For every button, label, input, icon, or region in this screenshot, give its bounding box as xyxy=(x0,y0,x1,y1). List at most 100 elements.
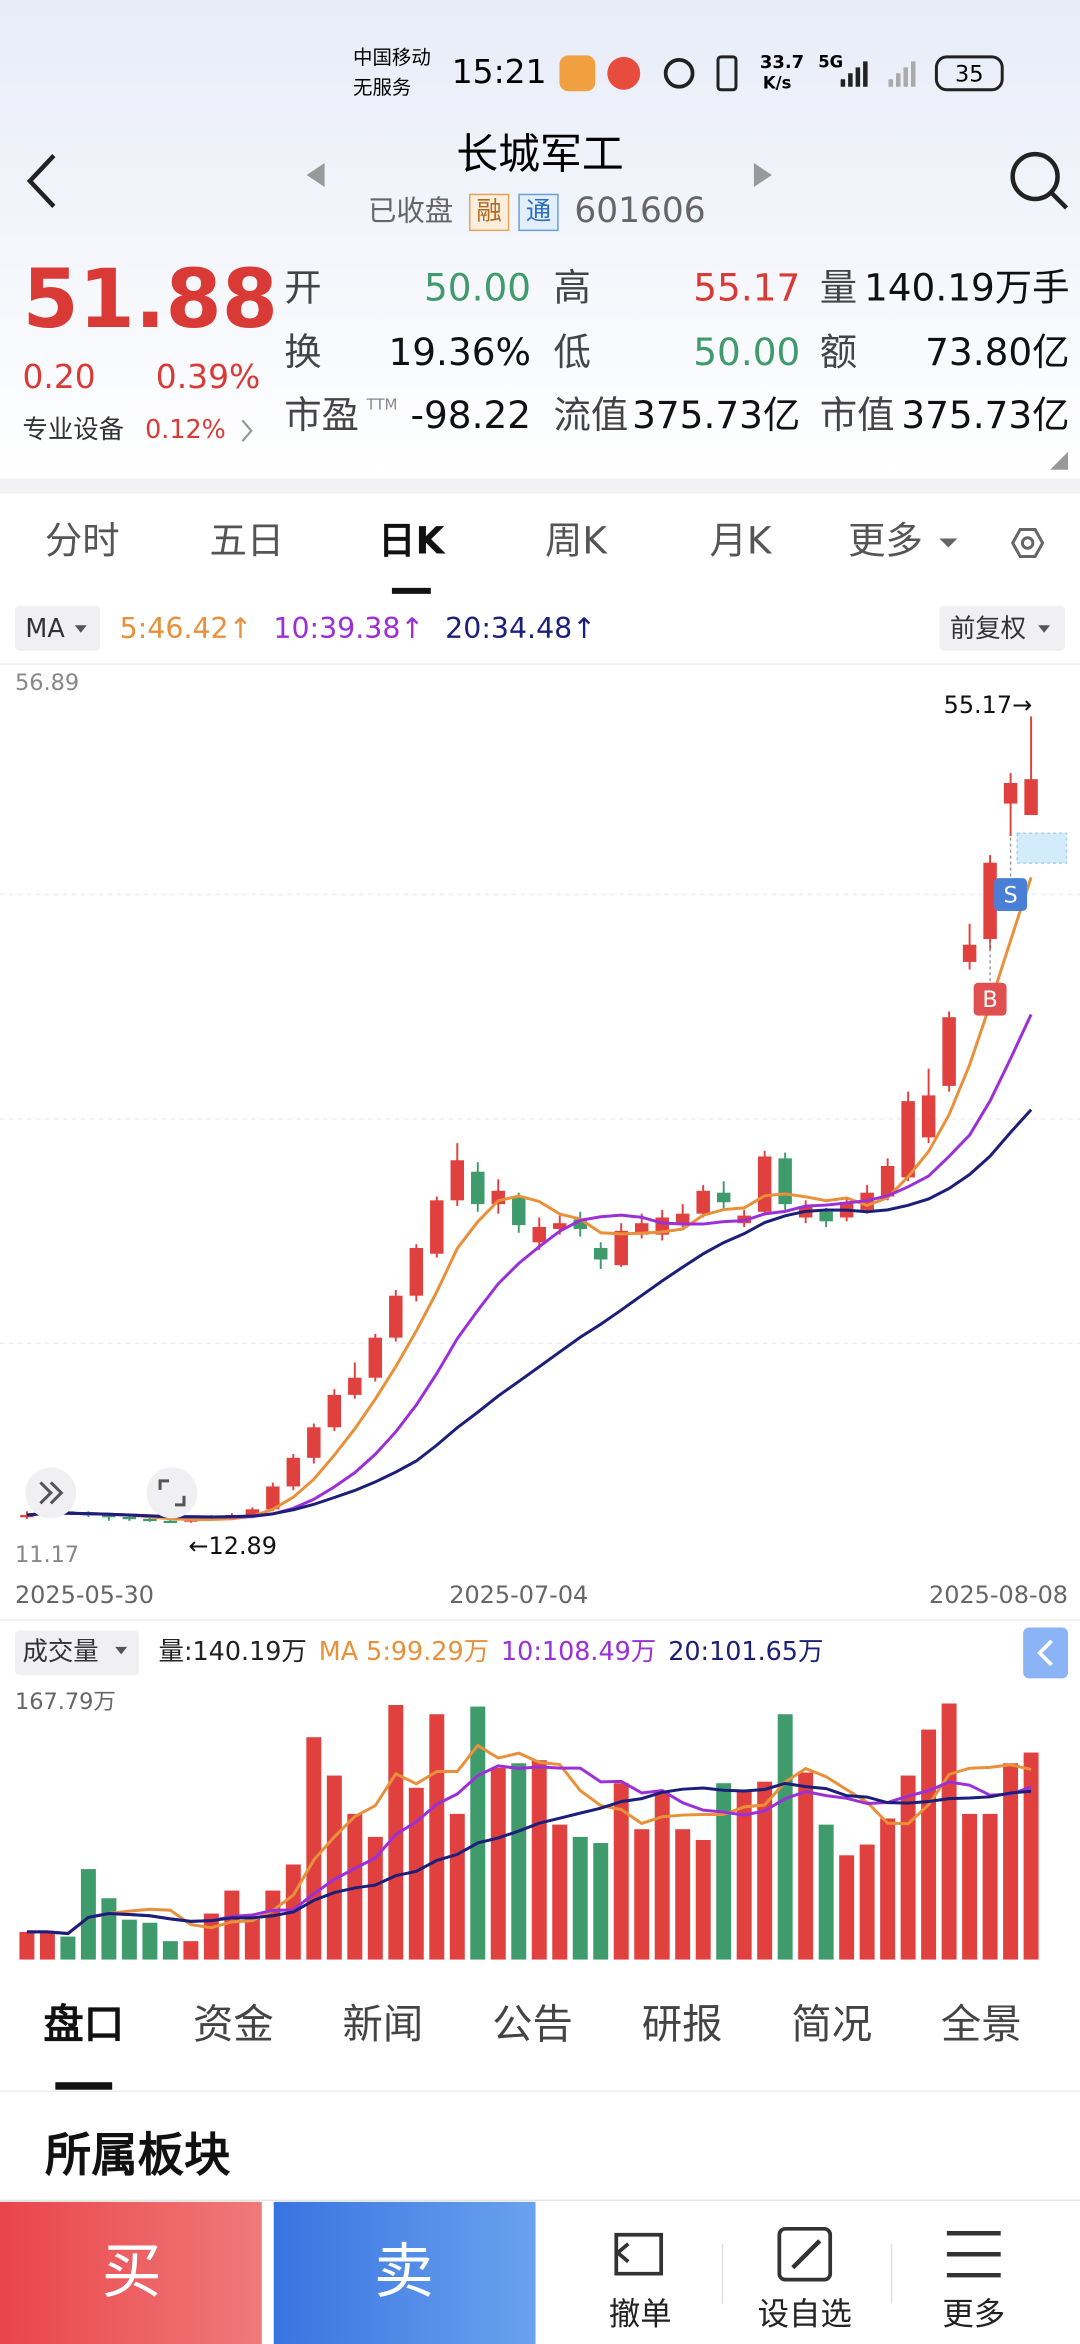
action-label[interactable]: 更多 xyxy=(942,2297,1005,2333)
sell-label[interactable]: 卖 xyxy=(374,2237,434,2307)
network: 5G xyxy=(818,52,843,71)
candle-body xyxy=(553,1223,567,1229)
field-label: 额 xyxy=(820,330,857,374)
volume-bar xyxy=(695,1839,711,1960)
candle-body xyxy=(962,944,977,962)
volume-bar xyxy=(39,1931,55,1960)
volume-bar xyxy=(962,1813,978,1960)
info-tab[interactable]: 公告 xyxy=(492,2001,573,2048)
field-value: 55.17 xyxy=(693,266,800,310)
dropdown-caret xyxy=(74,625,87,633)
volume-selector-box[interactable] xyxy=(14,1630,140,1676)
info-tab[interactable]: 简况 xyxy=(791,2001,872,2048)
tab[interactable]: 五日 xyxy=(209,518,284,562)
collapse-button[interactable] xyxy=(1023,1627,1069,1679)
volume-bar xyxy=(839,1855,855,1960)
candle-body xyxy=(163,1520,178,1524)
expand-icon xyxy=(39,1481,64,1505)
x-tick-label: 2025-05-30 xyxy=(15,1581,154,1609)
info-tab[interactable]: 全景 xyxy=(941,2001,1022,2048)
candle-body xyxy=(901,1101,915,1178)
volume-bar xyxy=(367,1836,383,1960)
signal-icon xyxy=(888,61,916,87)
volume-bar xyxy=(654,1790,670,1960)
dropdown-caret xyxy=(1038,625,1051,633)
tab-underline xyxy=(391,587,431,594)
adjust[interactable]: 前复权 xyxy=(950,613,1026,643)
trade-mark-box xyxy=(994,878,1028,911)
tab[interactable]: 周K xyxy=(545,518,608,562)
volume-bar xyxy=(224,1890,240,1960)
candle-body xyxy=(348,1377,362,1395)
volume-bar xyxy=(777,1714,793,1960)
info-tabs: 盘口 资金 新闻 公告 研报 简况 全景 xyxy=(43,2001,1021,2048)
back-button[interactable] xyxy=(26,154,56,208)
low-annotation: ←12.89 xyxy=(188,1532,277,1560)
info-tab[interactable]: 资金 xyxy=(193,2001,274,2048)
tab[interactable]: 月K xyxy=(709,518,772,562)
badge-box xyxy=(468,193,510,232)
field-value: 375.73亿 xyxy=(901,393,1069,437)
candle-body xyxy=(143,1518,157,1522)
separator xyxy=(0,478,1080,494)
action-label[interactable]: 设自选 xyxy=(758,2297,852,2333)
sector[interactable]: 专业设备 xyxy=(22,414,124,444)
candle-body xyxy=(368,1337,383,1378)
volume-bar xyxy=(326,1775,342,1960)
chevron xyxy=(241,419,253,443)
candle-body xyxy=(1024,779,1038,816)
candle-body xyxy=(122,1516,137,1520)
info-tab[interactable]: 盘口 xyxy=(43,2001,124,2048)
cancel-icon[interactable] xyxy=(614,2232,664,2276)
volume-selector[interactable]: 成交量 xyxy=(22,1636,98,1666)
tab[interactable]: 更多 xyxy=(848,518,923,562)
buy-label[interactable]: 买 xyxy=(102,2237,162,2307)
volume-bar xyxy=(757,1781,773,1960)
fullscreen-button[interactable] xyxy=(146,1467,198,1519)
volume-bar xyxy=(593,1843,609,1960)
volume-stat: MA 5:99.29万 xyxy=(319,1636,489,1666)
watch-icon[interactable] xyxy=(777,2226,833,2282)
price-ma xyxy=(26,1108,1033,1519)
volume-bar xyxy=(880,1818,896,1960)
volume-bar xyxy=(162,1941,178,1960)
next-stock[interactable] xyxy=(753,163,772,187)
field-label: 高 xyxy=(553,266,590,310)
volume-bar xyxy=(101,1898,117,1960)
adjust-box[interactable] xyxy=(939,605,1066,651)
volume-bar xyxy=(941,1703,957,1960)
more-icon[interactable] xyxy=(946,2231,1001,2278)
period-tabs: 分时 五日 日K 周K 月K 更多 xyxy=(45,518,923,594)
chart-buttons xyxy=(25,1467,198,1519)
action-label[interactable]: 撤单 xyxy=(609,2297,672,2333)
tab[interactable]: 分时 xyxy=(45,518,120,562)
search-button[interactable] xyxy=(1010,151,1060,202)
settings-button[interactable] xyxy=(1010,528,1045,558)
sell-button[interactable] xyxy=(273,2201,536,2344)
alarm-icon xyxy=(663,57,695,89)
price-ma xyxy=(26,1013,1033,1519)
ma-selector[interactable]: MA xyxy=(25,613,65,643)
high-annotation: 55.17→ xyxy=(944,691,1033,719)
buy-button[interactable] xyxy=(0,2201,262,2344)
volume-bar xyxy=(265,1890,281,1960)
candle-body xyxy=(327,1394,342,1428)
tab[interactable]: 日K xyxy=(378,518,446,562)
volume-bar xyxy=(859,1844,875,1960)
candle-body xyxy=(409,1248,424,1296)
candle-body xyxy=(757,1156,772,1212)
ma-selector-box[interactable] xyxy=(14,605,101,651)
dropdown-caret xyxy=(939,538,958,548)
field-label: 开 xyxy=(284,266,321,310)
field-label: 低 xyxy=(553,330,590,374)
app-icon xyxy=(559,55,596,92)
info-tab[interactable]: 研报 xyxy=(642,2001,723,2048)
info-tab[interactable]: 新闻 xyxy=(343,2001,424,2048)
volume-bar xyxy=(572,1836,588,1960)
candle-body xyxy=(245,1509,260,1516)
prev-stock[interactable] xyxy=(306,163,325,187)
candle-body xyxy=(634,1223,649,1235)
x-tick-label: 2025-08-08 xyxy=(929,1581,1068,1609)
